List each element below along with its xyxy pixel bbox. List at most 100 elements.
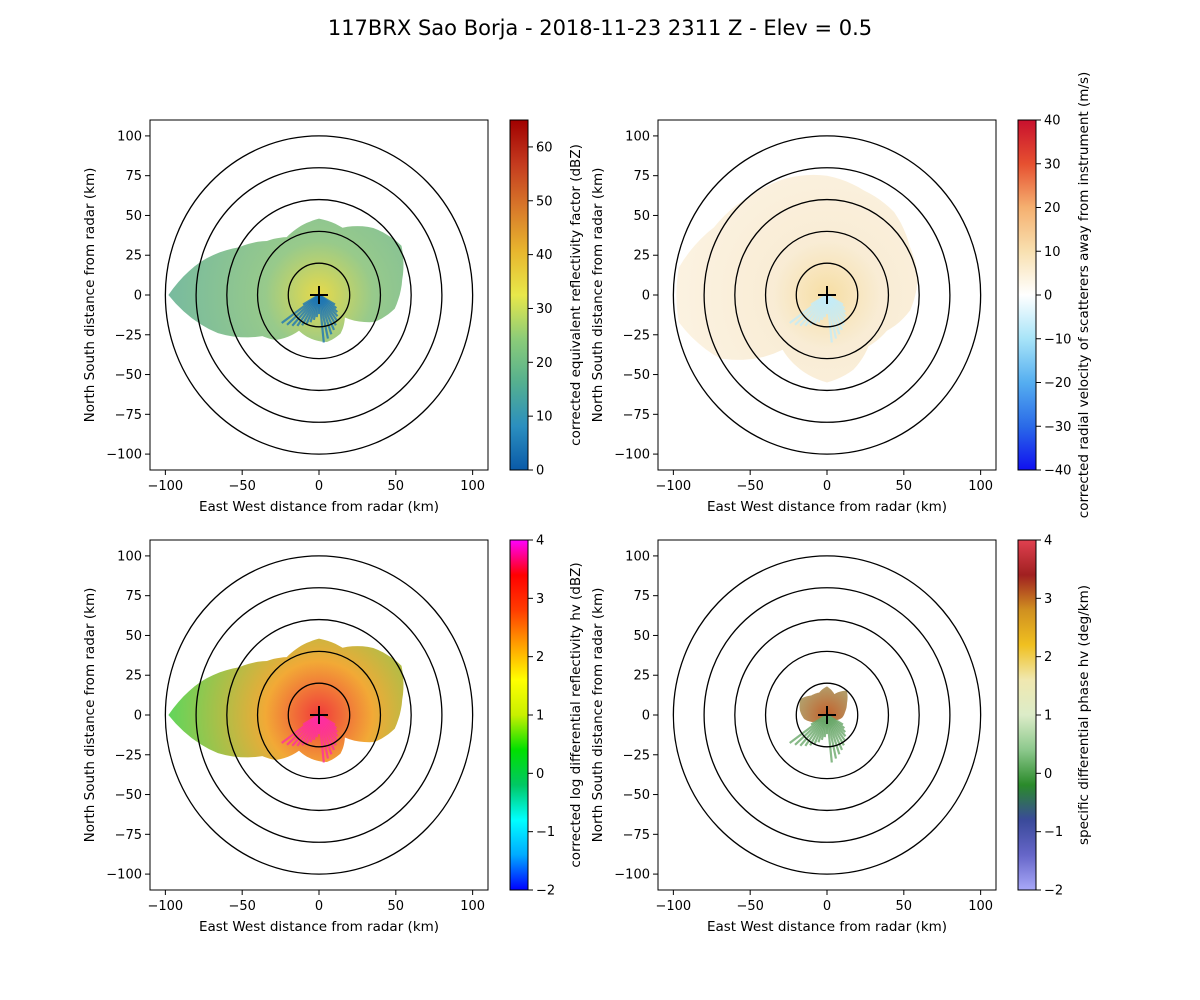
colorbar (1017, 119, 1037, 471)
y-tick-label: −25 (623, 328, 650, 343)
y-tick-label: −100 (614, 868, 650, 883)
y-tick-label: 0 (134, 709, 142, 724)
y-tick-label: 100 (625, 129, 650, 144)
range-ring (672, 555, 982, 875)
colorbar-tick-label: 4 (1044, 534, 1052, 549)
colorbar-tick-label: 3 (1044, 592, 1052, 607)
y-tick-label: −25 (623, 748, 650, 763)
x-axis-label: East West distance from radar (km) (199, 499, 439, 515)
x-tick-label: 50 (896, 479, 913, 494)
colorbar-tick-label: 10 (536, 410, 553, 425)
y-tick-label: 75 (633, 589, 650, 604)
colorbar-tick-label: −1 (536, 825, 555, 840)
y-tick-label: −50 (115, 788, 142, 803)
y-tick-label: −50 (623, 788, 650, 803)
colorbar-tick-label: 30 (1044, 157, 1061, 172)
range-ring (195, 587, 443, 843)
plot-area (164, 135, 474, 455)
plot-area (672, 555, 982, 875)
y-tick-label: 0 (642, 289, 650, 304)
echo-region (168, 638, 404, 762)
y-tick-label: −25 (115, 748, 142, 763)
y-tick-label: 25 (125, 669, 142, 684)
range-ring (256, 650, 382, 780)
plot-area (164, 555, 474, 875)
y-axis-label: North South distance from radar (km) (82, 588, 98, 843)
range-ring (734, 618, 920, 812)
x-tick-label: 0 (823, 899, 831, 914)
y-tick-label: −50 (115, 368, 142, 383)
colorbar-tick-label: 2 (536, 650, 544, 665)
colorbar-tick-label: 1 (1044, 709, 1052, 724)
colorbar-tick-label: 20 (536, 356, 553, 371)
x-tick-label: 0 (315, 479, 323, 494)
y-tick-label: −50 (623, 368, 650, 383)
echo-region (799, 686, 848, 723)
colorbar-tick-label: 30 (536, 302, 553, 317)
range-ring (764, 650, 890, 780)
y-tick-label: −25 (115, 328, 142, 343)
panel-velocity: −100 −50 0 50 100−100−75−50−250255075100East… (590, 72, 1092, 518)
x-tick-label: 50 (388, 899, 405, 914)
colorbar-tick-label: 50 (536, 194, 553, 209)
y-tick-label: 75 (125, 589, 142, 604)
x-tick-label: 0 (823, 479, 831, 494)
panel-zdr: −100 −50 0 50 100 −100 −75 −50 −25 0 25 50 75 100 East… (82, 534, 584, 936)
y-tick-label: 0 (134, 289, 142, 304)
range-ring (703, 167, 951, 423)
y-tick-label: 100 (117, 129, 142, 144)
colorbar-tick-label: −20 (1044, 376, 1071, 391)
colorbar-tick-label: −1 (1044, 825, 1063, 840)
range-ring (226, 198, 412, 392)
x-tick-label: −50 (736, 899, 763, 914)
x-tick-label: −50 (736, 479, 763, 494)
colorbar-tick-label: 4 (536, 534, 544, 549)
colorbar-tick-label: 2 (1044, 650, 1052, 665)
y-tick-label: 50 (125, 209, 142, 224)
x-tick-label: 100 (460, 479, 485, 494)
y-tick-label: 25 (633, 669, 650, 684)
range-ring (256, 230, 382, 360)
y-tick-label: 50 (633, 629, 650, 644)
colorbar (509, 119, 529, 471)
range-ring (795, 682, 859, 748)
range-ring (672, 135, 982, 455)
x-axis-label: East West distance from radar (km) (707, 919, 947, 935)
y-tick-label: 25 (125, 249, 142, 264)
x-tick-label: 100 (968, 899, 993, 914)
colorbar-tick-label: 20 (1044, 201, 1061, 216)
colorbar-tick-label: 60 (536, 140, 553, 155)
y-tick-label: 25 (633, 249, 650, 264)
range-ring (703, 587, 951, 843)
y-axis-label: North South distance from radar (km) (590, 168, 606, 423)
y-tick-label: −100 (614, 448, 650, 463)
plot-area (672, 135, 982, 455)
x-tick-label: −100 (148, 479, 184, 494)
colorbar-tick-label: 3 (536, 592, 544, 607)
x-tick-label: −100 (148, 899, 184, 914)
y-tick-label: −75 (623, 408, 650, 423)
x-axis-label: East West distance from radar (km) (707, 499, 947, 515)
colorbar-label: corrected radial velocity of scatterers … (1076, 72, 1092, 518)
echo-spoke (302, 714, 320, 726)
range-ring (287, 262, 351, 328)
y-tick-label: 75 (125, 169, 142, 184)
range-ring (164, 555, 474, 875)
colorbar-tick-label: −30 (1044, 420, 1071, 435)
colorbar-tick-label: 0 (536, 464, 544, 479)
range-ring (164, 135, 474, 455)
range-ring (226, 618, 412, 812)
y-tick-label: 100 (625, 549, 650, 564)
range-ring (195, 167, 443, 423)
colorbar (509, 539, 529, 891)
y-tick-label: 100 (117, 549, 142, 564)
y-tick-label: −75 (115, 408, 142, 423)
colorbar-tick-label: 0 (1044, 289, 1052, 304)
colorbar-tick-label: −2 (536, 884, 555, 899)
y-tick-label: −75 (623, 828, 650, 843)
x-tick-label: 50 (896, 899, 913, 914)
range-ring (287, 682, 351, 748)
range-ring (734, 198, 920, 392)
colorbar-tick-label: 10 (1044, 245, 1061, 260)
